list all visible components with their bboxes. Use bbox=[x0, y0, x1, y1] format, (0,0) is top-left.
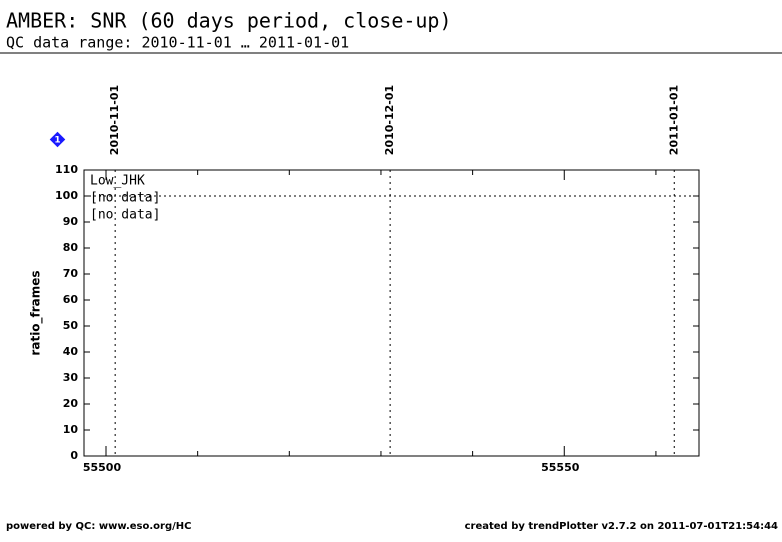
legend-title: Low_JHK bbox=[90, 174, 145, 189]
y-tick-label: 20 bbox=[63, 397, 79, 410]
chart-subtitle: QC data range: 2010-11-01 … 2011-01-01 bbox=[6, 34, 349, 52]
y-tick-label: 80 bbox=[63, 241, 79, 254]
y-tick-label: 40 bbox=[63, 345, 79, 358]
y-tick-label: 50 bbox=[63, 319, 79, 332]
y-tick-label: 60 bbox=[63, 293, 79, 306]
y-tick-label: 70 bbox=[63, 267, 79, 280]
x-tick-label: 55500 bbox=[83, 461, 122, 474]
footer-right: created by trendPlotter v2.7.2 on 2011-0… bbox=[465, 521, 778, 532]
date-marker-label: 2010-12-01 bbox=[383, 85, 396, 155]
y-tick-label: 10 bbox=[63, 423, 79, 436]
plot-frame bbox=[83, 169, 700, 457]
y-tick-label: 30 bbox=[63, 371, 79, 384]
y-axis-label: ratio_frames bbox=[29, 270, 44, 355]
chart-title: AMBER: SNR (60 days period, close-up) bbox=[6, 9, 452, 33]
y-tick-label: 0 bbox=[70, 449, 78, 462]
note-marker: 1 bbox=[49, 131, 66, 148]
y-tick-label: 100 bbox=[55, 189, 78, 202]
date-marker-label: 2010-11-01 bbox=[108, 85, 121, 155]
date-marker-label: 2011-01-01 bbox=[667, 85, 680, 155]
legend-entry: [no data] bbox=[90, 191, 160, 206]
note-marker-label: 1 bbox=[54, 136, 60, 146]
y-tick-label: 90 bbox=[63, 215, 79, 228]
footer-left: powered by QC: www.eso.org/HC bbox=[6, 521, 191, 532]
x-tick-label: 55550 bbox=[541, 461, 580, 474]
legend-entry: [no data] bbox=[90, 208, 160, 223]
y-tick-label: 110 bbox=[55, 163, 78, 176]
